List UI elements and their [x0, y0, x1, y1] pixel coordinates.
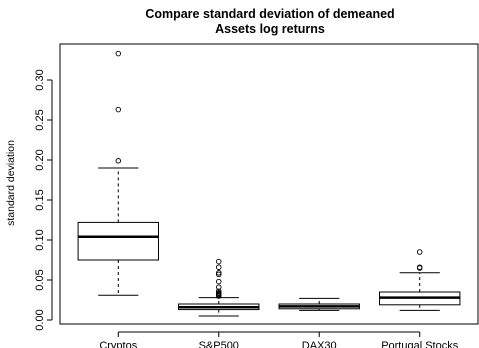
y-tick-label: 0.20: [34, 149, 46, 170]
y-tick-label: 0.30: [34, 69, 46, 90]
x-tick-label: Portugal Stocks: [381, 340, 459, 348]
box-3: [379, 249, 461, 311]
x-tick-label: Cryptos: [99, 340, 137, 348]
outlier-point: [216, 271, 222, 278]
outlier-point: [216, 258, 222, 265]
outlier-point: [216, 288, 222, 294]
plot-frame: [59, 43, 479, 325]
outlier-point: [115, 50, 122, 57]
chart-title-line-2: Assets log returns: [215, 22, 325, 36]
outlier-point: [216, 270, 222, 276]
outlier-point: [416, 264, 423, 270]
outlier-point: [216, 284, 222, 290]
chart-title-line-1: Compare standard deviation of demeaned: [145, 7, 394, 21]
y-tick-label: 0.10: [34, 229, 46, 250]
x-tick-label: S&P500: [199, 340, 239, 348]
outlier-point: [416, 249, 423, 255]
y-tick-label: 0.05: [34, 269, 46, 290]
outlier-point: [115, 106, 122, 113]
iqr-box: [77, 221, 159, 261]
box-2: [278, 297, 360, 311]
box-group: [77, 50, 461, 317]
box-1: [178, 258, 260, 317]
y-axis: 0.00 0.05 0.10 0.15 0.20 0.25 0.30: [34, 69, 53, 331]
outlier-point: [216, 264, 222, 270]
x-axis: Cryptos S&P500 DAX30 Portugal Stocks: [99, 331, 459, 348]
y-tick-label: 0.25: [34, 109, 46, 130]
box-0: [77, 50, 159, 296]
y-tick-label: 0.15: [34, 189, 46, 210]
y-axis-label: standard deviation: [5, 140, 17, 226]
outlier-point: [115, 158, 122, 164]
outlier-point: [216, 278, 222, 285]
x-tick-label: DAX30: [302, 340, 337, 348]
outlier-point: [216, 290, 222, 296]
y-tick-label: 0.00: [34, 309, 46, 330]
